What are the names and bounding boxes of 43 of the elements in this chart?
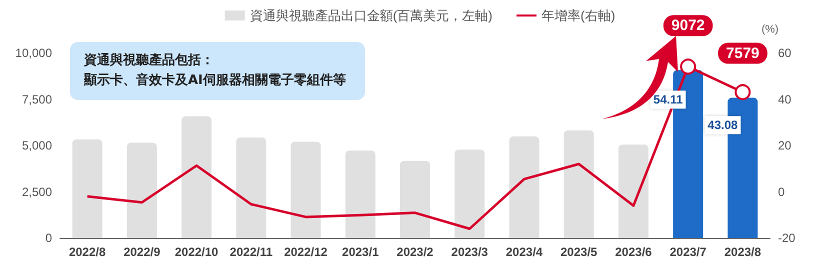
annotation: 資通與視聽產品包括： [84,53,214,68]
x-tick-label: 2022/8 [68,245,106,259]
x-tick-label: 2022/12 [284,245,328,259]
x-tick-label: 2023/7 [670,245,707,259]
bar [236,138,266,238]
bar [126,142,157,238]
y2-tick-label: 20 [778,138,792,152]
y2-axis-title: (%) [761,24,779,36]
bar [509,136,540,238]
data-label: 54.11 [653,92,684,107]
y2-tick-label: -20 [778,231,796,245]
data-label: 7579 [726,44,760,62]
y-tick-label: 2,500 [22,184,52,199]
x-tick-label: 2023/2 [396,245,434,259]
x-tick-label: 2023/5 [560,245,598,259]
x-tick-label: 2023/6 [615,245,652,259]
data-label: 43.08 [708,118,738,132]
y-tick-label: 0 [45,231,52,245]
y2-tick-label: 60 [778,46,792,60]
bar [618,144,648,238]
x-tick-label: 2022/10 [174,245,219,259]
bar [400,160,430,238]
bar [182,116,212,238]
bar [72,139,102,238]
legend-label: 年增率(右軸) [542,8,616,23]
x-tick-label: 2022/9 [124,245,161,259]
bar [290,142,321,238]
x-tick-label: 2023/4 [506,245,543,259]
bar [454,150,485,238]
annotation: 顯示卡、音效卡及AI伺服器相關電子零組件等 [84,73,346,88]
data-label: 9072 [671,17,705,34]
y2-tick-label: 40 [778,92,792,106]
x-tick-label: 2023/3 [451,245,488,259]
bar [345,150,376,238]
x-tick-label: 2023/1 [342,245,380,259]
legend-label: 資通與視聽產品出口金額(百萬美元，左軸) [250,8,493,23]
y2-tick-label: 0 [778,184,785,199]
y-tick-label: 10,000 [15,46,52,60]
x-tick-label: 2023/8 [724,245,762,259]
x-tick-label: 2022/11 [230,245,273,259]
bar [564,130,594,238]
y-tick-label: 7,500 [22,92,52,106]
y-tick-label: 5,000 [22,138,52,152]
